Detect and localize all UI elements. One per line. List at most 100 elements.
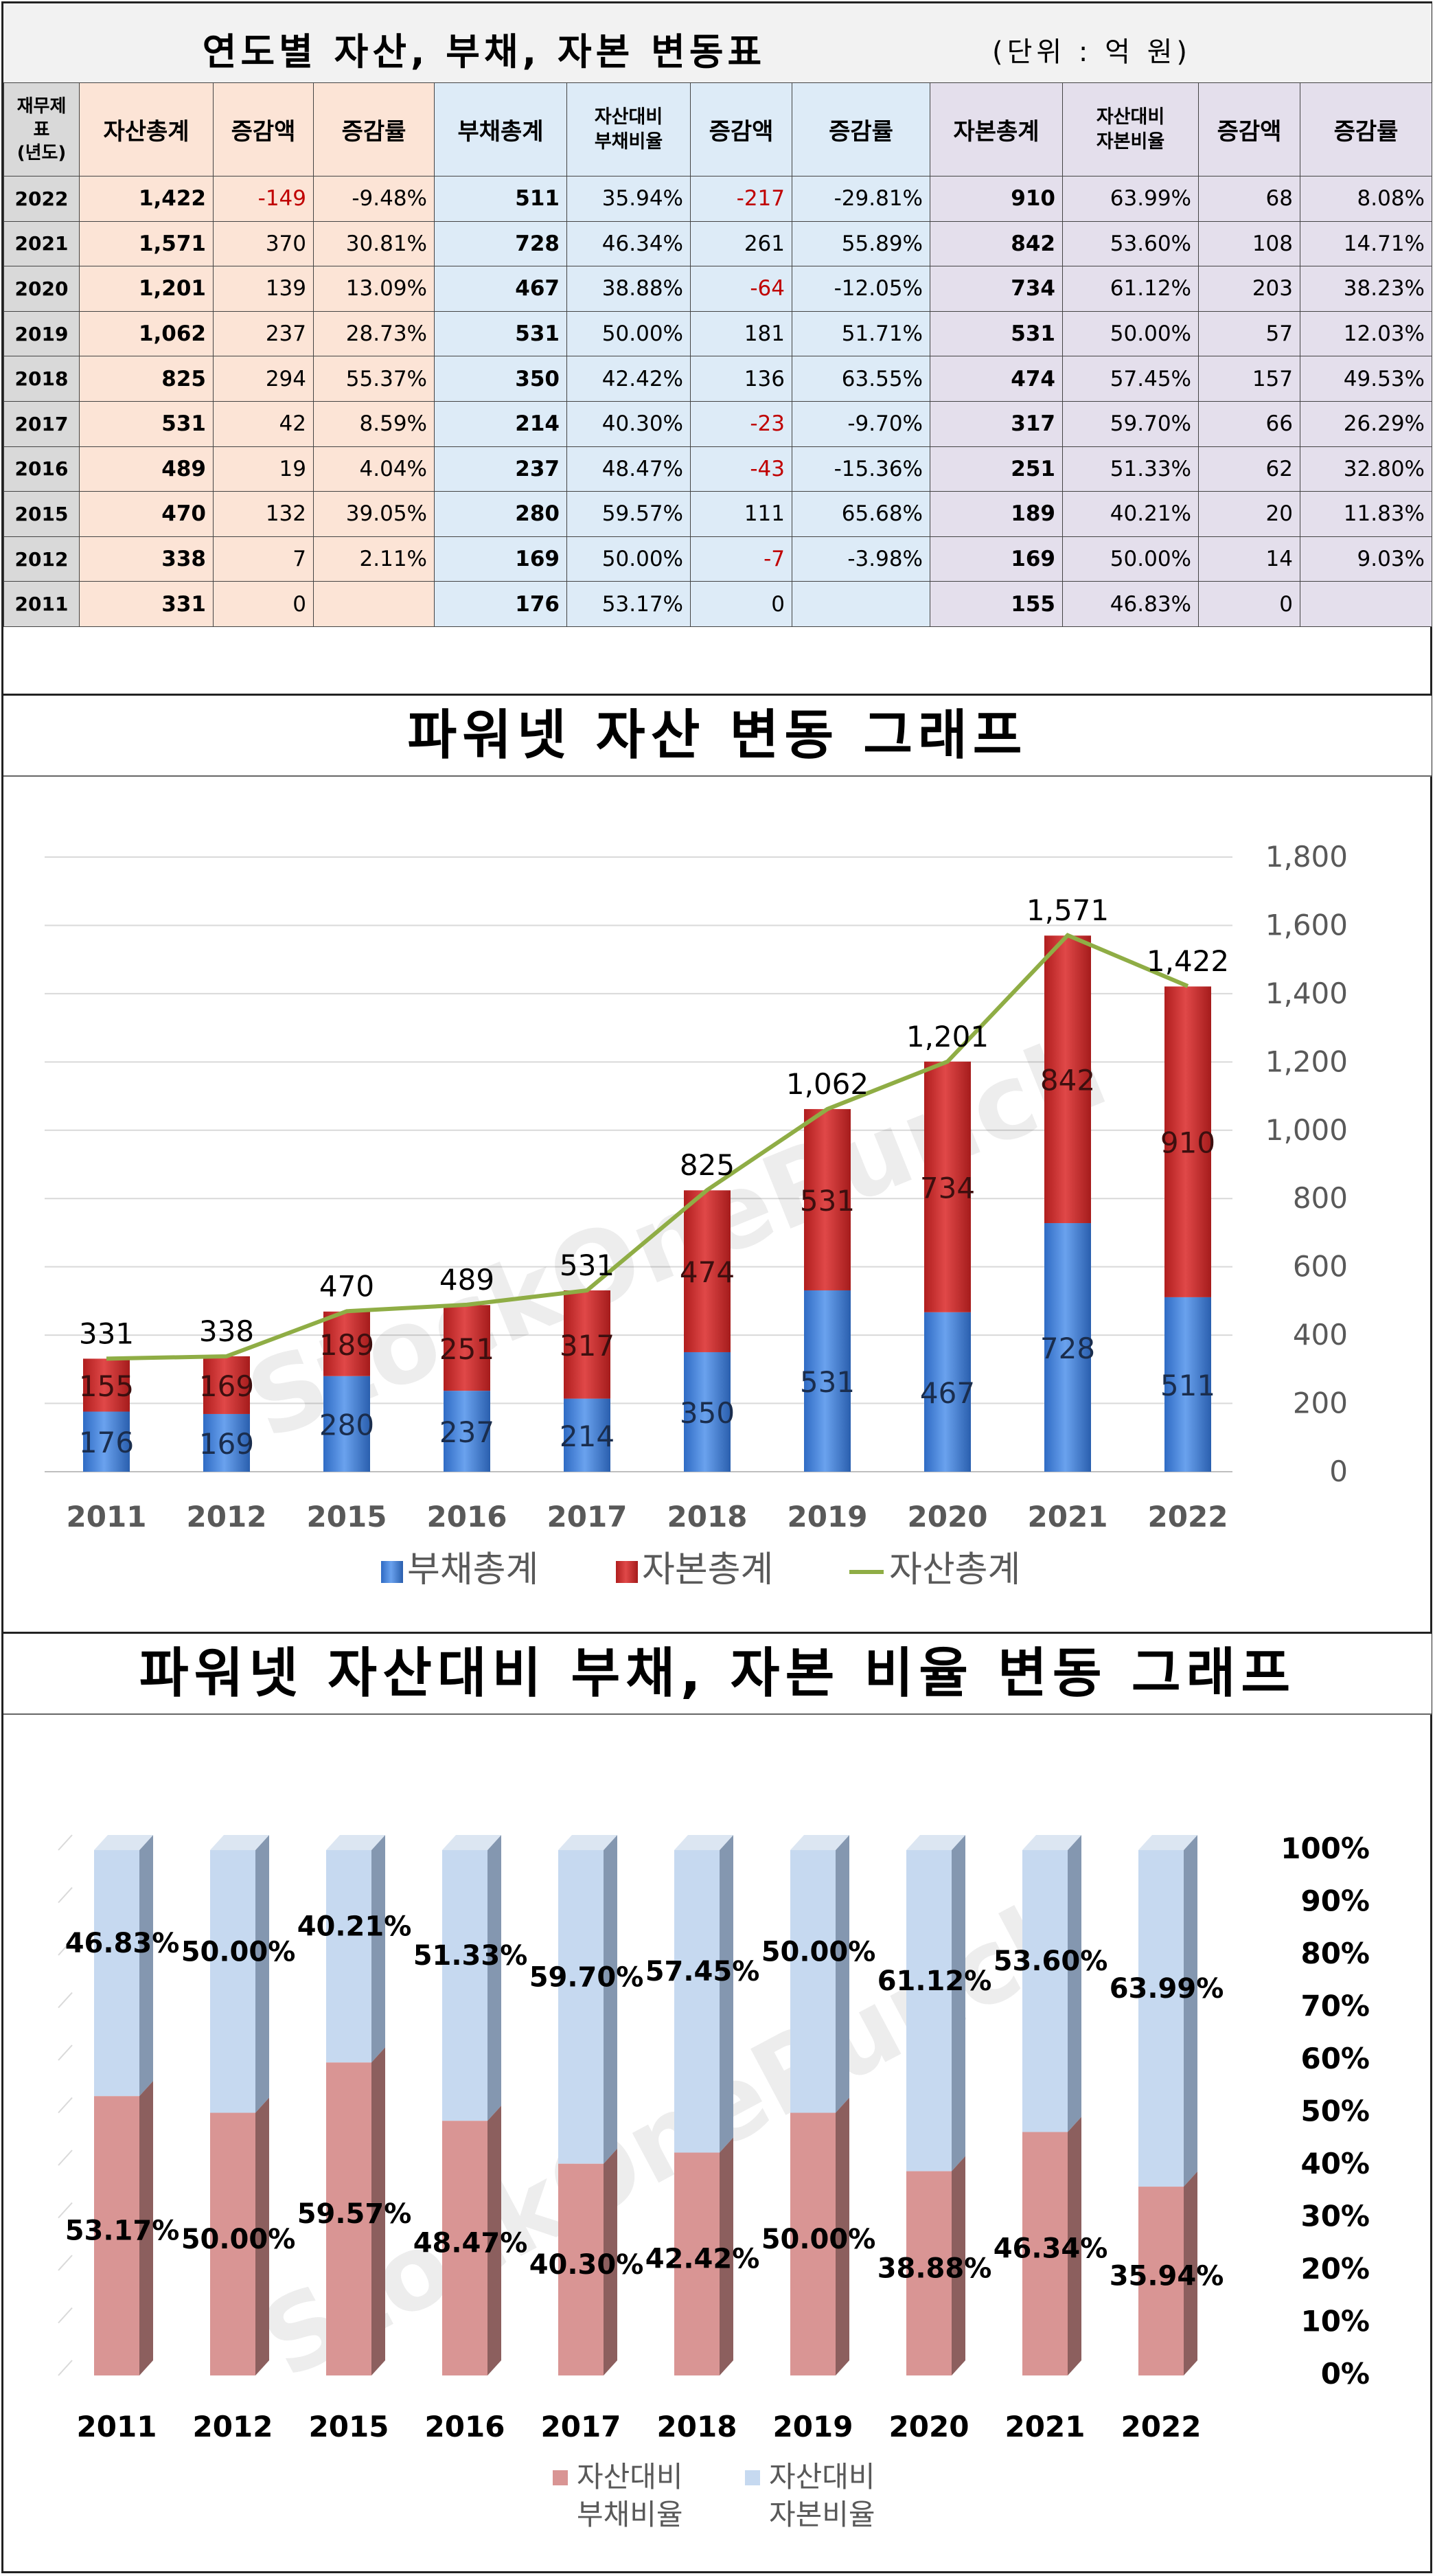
equity-ratio-bar-side xyxy=(604,1835,617,2164)
cell-equity: 531 xyxy=(930,310,1063,357)
total-value-label: 338 xyxy=(199,1314,254,1348)
cell-equity: 169 xyxy=(930,536,1063,582)
equity-ratio-bar xyxy=(906,1850,952,2172)
total-value-label: 1,062 xyxy=(786,1067,869,1101)
col-header-debt-rate: 증감률 xyxy=(792,82,930,176)
gridline xyxy=(58,2044,73,2061)
cell-asset: 1,201 xyxy=(79,266,214,312)
x-tick-label: 2011 xyxy=(67,1500,147,1534)
debt-bar xyxy=(1164,1297,1211,1472)
cell-equity-rate: 14.71% xyxy=(1300,220,1432,267)
col-header-equity-change: 증감액 xyxy=(1198,82,1300,176)
legend-swatch-debt xyxy=(381,1561,403,1583)
cell-asset: 1,062 xyxy=(79,310,214,357)
cell-debt: 176 xyxy=(434,581,567,627)
equity-ratio-bar xyxy=(326,1850,371,2063)
y-tick-label: 600 xyxy=(1293,1250,1348,1284)
debt-value-label: 280 xyxy=(319,1408,374,1441)
total-value-label: 1,571 xyxy=(1026,893,1109,927)
cell-equity-ratio: 40.21% xyxy=(1062,491,1199,537)
equity-ratio-bar-side xyxy=(487,1835,501,2121)
equity-ratio-label: 40.21% xyxy=(297,1911,412,1943)
table-row: 2019 1,062 237 28.73% 531 50.00% 181 51.71% 531 5… xyxy=(3,310,1432,357)
gridline xyxy=(58,1992,73,2009)
y-tick-label: 1,800 xyxy=(1265,840,1348,874)
debt-bar xyxy=(1044,1223,1091,1472)
debt-ratio-bar-side xyxy=(836,2097,849,2375)
equity-bar xyxy=(203,1356,250,1414)
debt-value-label: 531 xyxy=(800,1365,855,1399)
cell-equity-rate: 32.80% xyxy=(1300,446,1432,492)
cell-debt: 350 xyxy=(434,356,567,402)
gridline xyxy=(58,1939,73,1956)
debt-ratio-label: 38.88% xyxy=(877,2253,992,2284)
gridline xyxy=(58,2202,73,2219)
equity-ratio-label: 46.83% xyxy=(65,1928,180,1959)
equity-ratio-bar-top xyxy=(674,1835,733,1850)
cell-equity: 155 xyxy=(930,581,1063,627)
debt-value-label: 728 xyxy=(1040,1332,1095,1365)
cell-debt-chg: -7 xyxy=(690,536,792,582)
legend-label-equity-ratio-1: 자산대비 xyxy=(769,2460,875,2494)
equity-bar xyxy=(684,1190,731,1352)
cell-debt-chg: -43 xyxy=(690,446,792,492)
cell-debt-rate: -9.70% xyxy=(792,400,930,447)
legend-swatch-debt-ratio xyxy=(553,2470,568,2485)
table-row: 2021 1,571 370 30.81% 728 46.34% 261 55.89% 842 5… xyxy=(3,220,1432,267)
debt-ratio-label: 46.34% xyxy=(994,2233,1108,2265)
equity-bar xyxy=(804,1108,851,1290)
asset-total-line xyxy=(106,933,1189,1361)
debt-ratio-bar-side xyxy=(952,2156,965,2375)
debt-ratio-bar-side xyxy=(371,2047,385,2375)
x-tick-label: 2015 xyxy=(309,2410,389,2443)
cell-equity-ratio: 50.00% xyxy=(1062,310,1199,357)
y-tick-label: 1,000 xyxy=(1265,1113,1348,1147)
debt-ratio-bar-side xyxy=(139,2081,153,2375)
legend-label-equity: 자본총계 xyxy=(642,1549,773,1591)
total-value-label: 1,201 xyxy=(906,1020,989,1053)
table-row: 2016 489 19 4.04% 237 48.47% -43 -15.36% 251 51.3… xyxy=(3,446,1432,492)
gridline xyxy=(58,2255,73,2271)
cell-debt-chg: 0 xyxy=(690,581,792,627)
cell-equity-chg: 203 xyxy=(1198,266,1300,312)
cell-equity-rate: 49.53% xyxy=(1300,356,1432,402)
equity-ratio-bar-top xyxy=(1022,1835,1081,1850)
table-unit: (단위 : 억 원) xyxy=(992,36,1192,68)
cell-debt-ratio: 42.42% xyxy=(566,356,691,402)
col-header-asset-rate: 증감률 xyxy=(313,82,435,176)
table-row: 2018 825 294 55.37% 350 42.42% 136 63.55% 474 57.… xyxy=(3,356,1432,402)
cell-debt: 728 xyxy=(434,220,567,267)
cell-year: 2021 xyxy=(3,220,80,267)
equity-ratio-bar xyxy=(674,1850,720,2153)
cell-asset: 470 xyxy=(79,491,214,537)
y-tick-label: 0 xyxy=(1329,1455,1348,1488)
legend-label-debt-ratio-2: 부채비율 xyxy=(577,2498,683,2531)
col-header-equity-total: 자본총계 xyxy=(930,82,1063,176)
cell-equity-rate: 38.23% xyxy=(1300,266,1432,312)
cell-debt-chg: 111 xyxy=(690,491,792,537)
equity-value-label: 910 xyxy=(1160,1126,1215,1160)
cell-debt-chg: 136 xyxy=(690,356,792,402)
equity-bar xyxy=(564,1290,610,1399)
x-tick-label: 2011 xyxy=(77,2410,157,2443)
equity-ratio-label: 50.00% xyxy=(761,1936,876,1968)
table-row: 2012 338 7 2.11% 169 50.00% -7 -3.98% 169 50.00% 1… xyxy=(3,536,1432,582)
y-tick-label: 1,600 xyxy=(1265,908,1348,942)
cell-equity-ratio: 63.99% xyxy=(1062,176,1199,222)
debt-bar xyxy=(203,1413,250,1472)
equity-ratio-label: 50.00% xyxy=(181,1936,296,1968)
cell-debt-rate: 51.71% xyxy=(792,310,930,357)
cell-debt: 280 xyxy=(434,491,567,537)
cell-asset-rate: 2.11% xyxy=(313,536,435,582)
cell-debt: 169 xyxy=(434,536,567,582)
cell-asset-chg: 139 xyxy=(213,266,314,312)
cell-equity-chg: 66 xyxy=(1198,400,1300,447)
cell-asset-chg: 0 xyxy=(213,581,314,627)
equity-bar xyxy=(1164,986,1211,1297)
cell-equity-rate: 12.03% xyxy=(1300,310,1432,357)
cell-equity-ratio: 59.70% xyxy=(1062,400,1199,447)
debt-ratio-bar xyxy=(1138,2187,1184,2375)
cell-equity-rate: 8.08% xyxy=(1300,176,1432,222)
asset-chart: 02004006008001,0001,2001,4001,6001,800St… xyxy=(45,840,1348,1591)
cell-equity-chg: 0 xyxy=(1198,581,1300,627)
